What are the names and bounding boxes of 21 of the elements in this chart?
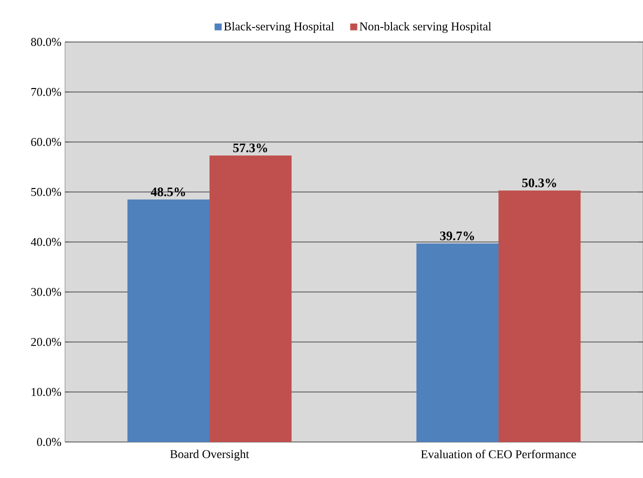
y-tick-label: 50.0% — [31, 188, 62, 196]
y-tick-label: 80.0% — [31, 38, 62, 46]
bar — [416, 243, 499, 442]
x-tick-label: Board Oversight — [170, 450, 250, 461]
y-tick-label: 30.0% — [31, 288, 62, 296]
bar — [498, 190, 581, 442]
y-tick-label: 60.0% — [31, 138, 62, 146]
y-tick-label: 20.0% — [31, 338, 62, 346]
y-tick-label: 0.0% — [37, 438, 62, 446]
legend-label: Non-black serving Hospital — [360, 22, 492, 33]
data-label: 57.3% — [233, 144, 268, 152]
bar — [127, 199, 210, 442]
y-tick-label: 70.0% — [31, 88, 62, 96]
y-tick-label: 40.0% — [30, 238, 62, 246]
data-label: 48.5% — [150, 188, 186, 196]
x-tick-label: Evaluation of CEO Performance — [421, 450, 576, 458]
data-label: 50.3% — [522, 178, 556, 188]
data-label: 39.7% — [440, 232, 474, 240]
bar — [210, 155, 292, 442]
legend-label: Black-serving Hospital — [224, 22, 334, 33]
y-tick-label: 10.0% — [32, 388, 62, 396]
